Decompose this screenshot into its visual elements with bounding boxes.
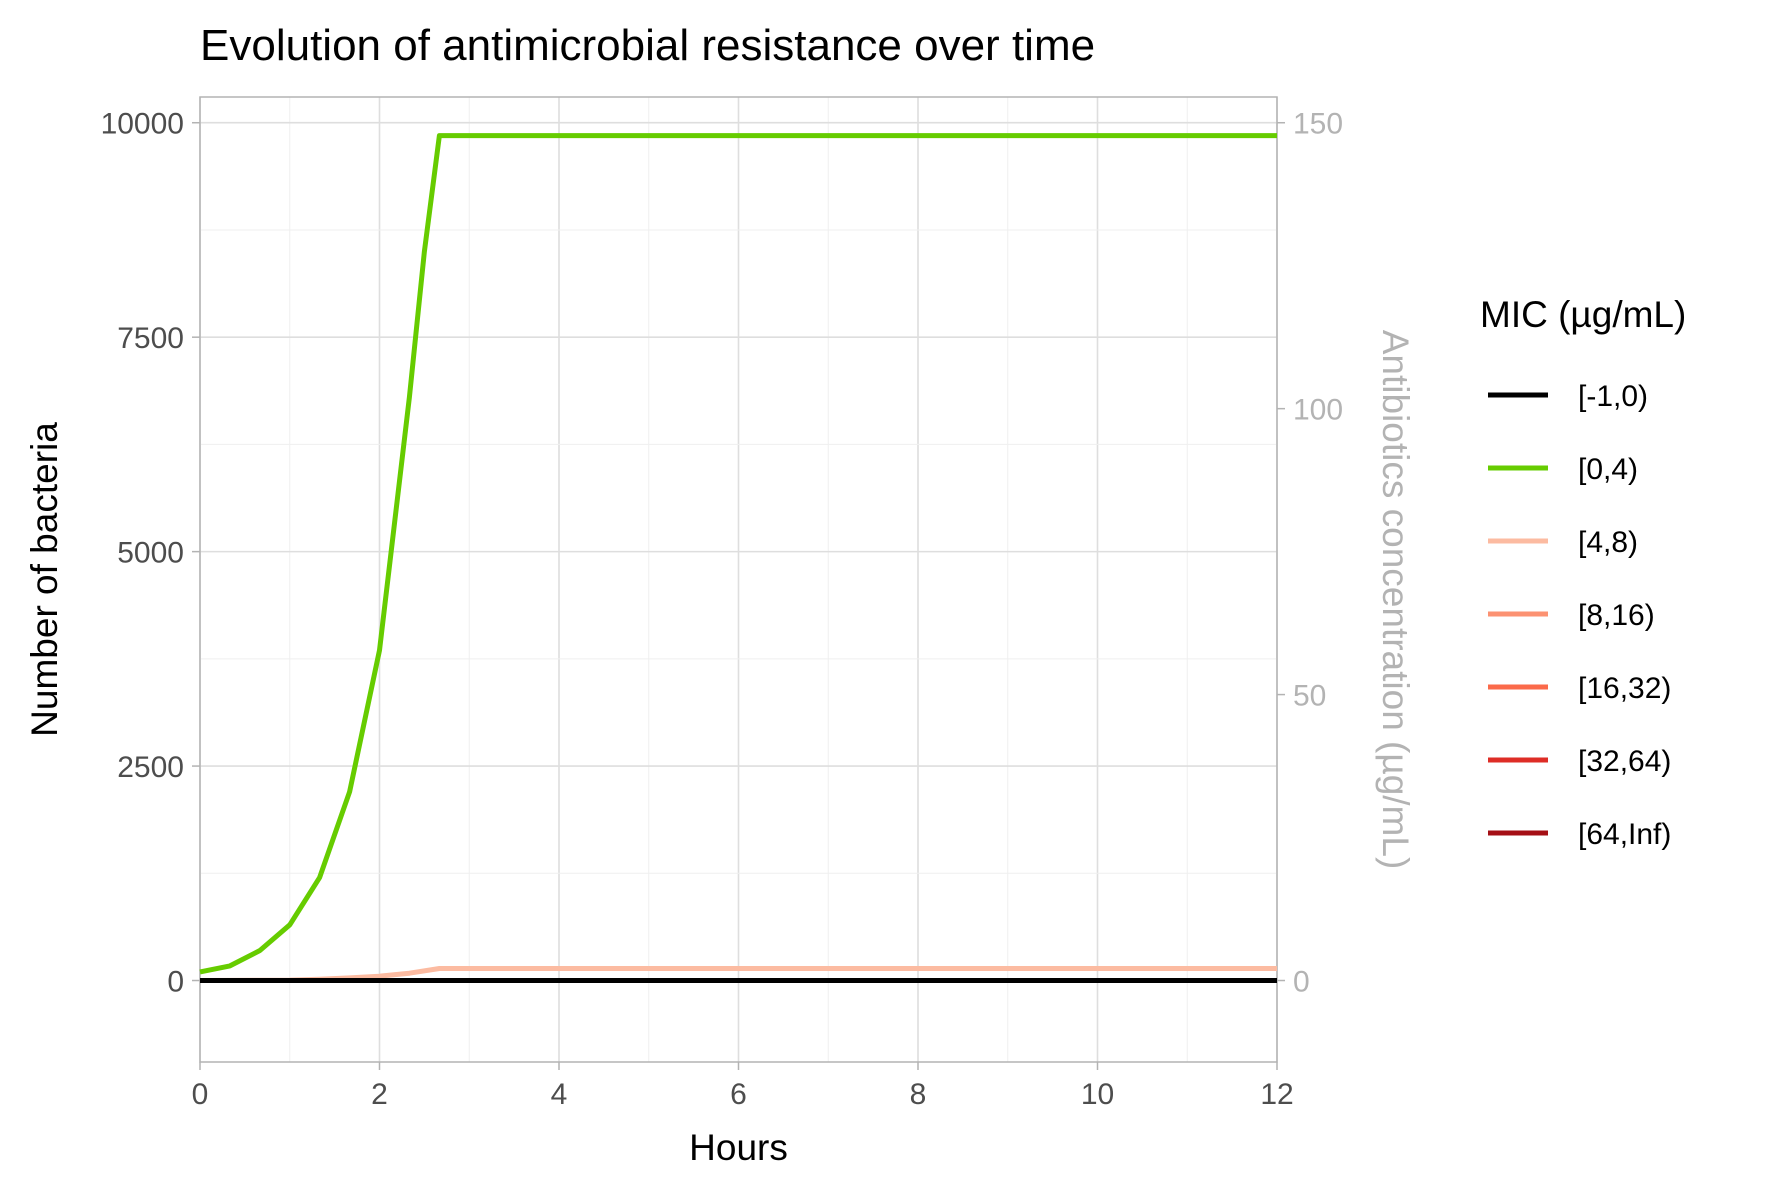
legend-label: [32,64) — [1578, 745, 1671, 778]
series-lines — [199, 133, 1277, 983]
legend-label: [0,4) — [1578, 453, 1638, 486]
legend-label: [8,16) — [1578, 599, 1655, 632]
x-tick-label: 10 — [1081, 1078, 1114, 1111]
y2-tick-label: 0 — [1293, 966, 1310, 999]
y-tick-label: 2500 — [117, 751, 184, 784]
legend-items: [-1,0) [0,4) [4,8) [8,16) [16,32) [32,64) [64,… — [1488, 380, 1671, 851]
x-tick-label: 8 — [910, 1078, 927, 1111]
legend-label: [16,32) — [1578, 672, 1671, 705]
grid — [199, 97, 1278, 1062]
legend-label: [-1,0) — [1578, 380, 1648, 413]
x-tick-label: 2 — [371, 1078, 388, 1111]
x-tick-label: 12 — [1260, 1078, 1293, 1111]
legend-label: [64,Inf) — [1578, 818, 1671, 851]
legend: MIC (µg/mL) [-1,0) [0,4) [4,8) [8,16) [16,32… — [1480, 294, 1686, 851]
x-tick-label: 6 — [730, 1078, 747, 1111]
y-axis-title: Number of bacteria — [24, 422, 65, 737]
x-axis-title: Hours — [689, 1127, 788, 1168]
series-line-0-4 — [199, 133, 1277, 975]
legend-title: MIC (µg/mL) — [1480, 294, 1686, 335]
y-axis-ticks: 0 2500 5000 7500 10000 — [101, 108, 200, 999]
y-tick-label: 7500 — [117, 322, 184, 355]
x-tick-label: 4 — [551, 1078, 568, 1111]
x-axis-ticks: 0 2 4 6 8 10 12 — [192, 1062, 1294, 1111]
secondary-y-axis-ticks: 0 50 100 150 — [1277, 108, 1343, 999]
y2-tick-label: 150 — [1293, 108, 1343, 141]
y-tick-label: 5000 — [117, 537, 184, 570]
y-tick-label: 10000 — [101, 108, 184, 141]
y2-tick-label: 50 — [1293, 680, 1326, 713]
x-tick-label: 0 — [192, 1078, 209, 1111]
secondary-y-axis-title: Antibiotics concentration (µg/mL) — [1375, 330, 1416, 870]
legend-label: [4,8) — [1578, 526, 1638, 559]
y2-tick-label: 100 — [1293, 394, 1343, 427]
chart-title: Evolution of antimicrobial resistance ov… — [200, 21, 1095, 70]
y-tick-label: 0 — [167, 966, 184, 999]
